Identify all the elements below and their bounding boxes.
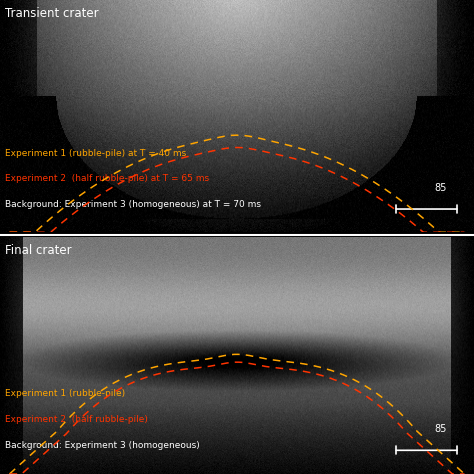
Text: 85: 85 [435,424,447,434]
Text: Experiment 1 (rubble-pile): Experiment 1 (rubble-pile) [5,389,125,398]
Text: Transient crater: Transient crater [5,7,99,20]
Text: Final crater: Final crater [5,244,72,257]
Text: Background: Experiment 3 (homogeneous): Background: Experiment 3 (homogeneous) [5,441,200,450]
Text: Background: Experiment 3 (homogeneous) at T = 70 ms: Background: Experiment 3 (homogeneous) a… [5,200,261,209]
Text: 85: 85 [435,183,447,193]
Text: Experiment 2  (half rubble-pile): Experiment 2 (half rubble-pile) [5,415,147,424]
Text: Experiment 1 (rubble-pile) at T = 40 ms: Experiment 1 (rubble-pile) at T = 40 ms [5,149,186,158]
Text: Experiment 2  (half rubble-pile) at T = 65 ms: Experiment 2 (half rubble-pile) at T = 6… [5,174,209,183]
